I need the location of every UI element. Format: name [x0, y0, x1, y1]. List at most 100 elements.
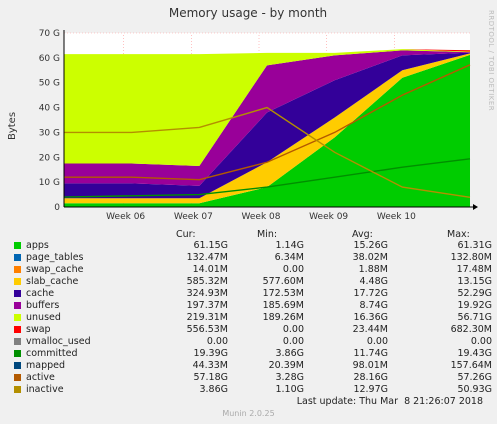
legend-cur: 57.18G: [193, 372, 228, 383]
legend-row-page_tables: page_tables 132.47M 6.34M 38.02M 132.80M: [14, 252, 494, 264]
area-swap: [64, 49, 470, 55]
last-update-label: Last update:: [296, 396, 357, 407]
legend-min: 3.28G: [275, 372, 304, 383]
line-active: [64, 64, 471, 181]
legend-max: 19.43G: [457, 348, 492, 359]
legend-avg: 38.02M: [352, 252, 388, 263]
legend-avg: 1.88M: [358, 264, 388, 275]
legend-name: slab_cache: [26, 276, 79, 287]
legend-min: 0.00: [282, 324, 304, 335]
legend-row-unused: unused 219.31M 189.26M 16.36G 56.71G: [14, 312, 494, 324]
y-tick-label: 70 G: [39, 29, 60, 39]
x-tick-label: Week 06: [106, 212, 145, 222]
legend-swatch: [14, 374, 21, 381]
legend-max: 19.92G: [457, 300, 492, 311]
legend-avg: 12.97G: [353, 384, 388, 395]
legend-min: 1.10G: [275, 384, 304, 395]
series-areas: [64, 49, 470, 208]
legend-cur: 219.31M: [186, 312, 228, 323]
legend-min: 1.14G: [275, 240, 304, 251]
legend-swatch: [14, 350, 21, 357]
legend-name: swap_cache: [26, 264, 84, 275]
legend-max: 57.26G: [457, 372, 492, 383]
legend-avg: 98.01M: [352, 360, 388, 371]
legend-min: 0.00: [282, 336, 304, 347]
area-slab_cache: [64, 53, 470, 204]
legend-min: 577.60M: [262, 276, 304, 287]
y-tick-labels: 0 10 G 20 G 30 G 40 G 50 G 60 G 70 G: [39, 29, 61, 213]
legend-cur: 44.33M: [192, 360, 228, 371]
legend-max: 13.15G: [457, 276, 492, 287]
header-min: Min:: [257, 229, 278, 240]
legend-min: 185.69M: [262, 300, 304, 311]
legend-avg: 17.72G: [353, 288, 388, 299]
legend-avg: 0.00: [366, 336, 388, 347]
y-tick-label: 60 G: [39, 54, 60, 64]
legend-min: 3.86G: [275, 348, 304, 359]
legend-swatch: [14, 278, 21, 285]
legend-min: 0.00: [282, 264, 304, 275]
legend-max: 50.93G: [457, 384, 492, 395]
y-axis-label: Bytes: [7, 112, 18, 140]
legend-avg: 28.16G: [353, 372, 388, 383]
header-avg: Avg:: [352, 229, 373, 240]
legend-row-vmalloc_used: vmalloc_used 0.00 0.00 0.00 0.00: [14, 336, 494, 348]
legend-cur: 556.53M: [186, 324, 228, 335]
legend-cur: 3.86G: [199, 384, 228, 395]
legend-avg: 15.26G: [353, 240, 388, 251]
legend-swatch: [14, 326, 21, 333]
y-tick-label: 20 G: [39, 153, 60, 163]
legend-row-inactive: inactive 3.86G 1.10G 12.97G 50.93G: [14, 384, 494, 396]
header-max: Max:: [447, 229, 470, 240]
x-tick-label: Week 09: [309, 212, 348, 222]
y-tick-label: 50 G: [39, 79, 60, 89]
legend-max: 17.48M: [456, 264, 492, 275]
legend-min: 6.34M: [274, 252, 304, 263]
area-unused: [64, 49, 470, 166]
legend-row-apps: apps 61.15G 1.14G 15.26G 61.31G: [14, 240, 494, 252]
legend-avg: 8.74G: [359, 300, 388, 311]
legend-max: 157.64M: [450, 360, 492, 371]
legend-row-mapped: mapped 44.33M 20.39M 98.01M 157.64M: [14, 360, 494, 372]
y-tick-label: 10 G: [39, 178, 60, 188]
legend-row-active: active 57.18G 3.28G 28.16G 57.26G: [14, 372, 494, 384]
y-tick-label: 0: [54, 203, 60, 213]
y-tick-label: 40 G: [39, 104, 60, 114]
x-tick-label: Week 10: [377, 212, 416, 222]
legend-cur: 132.47M: [186, 252, 228, 263]
legend-swatch: [14, 242, 21, 249]
legend-cur: 324.93M: [186, 288, 228, 299]
legend-swatch: [14, 290, 21, 297]
line-inactive: [64, 106, 471, 198]
legend-avg: 4.48G: [359, 276, 388, 287]
x-tick-label: Week 08: [242, 212, 281, 222]
side-credit: RRDTOOL / TOBI OETIKER: [487, 10, 495, 112]
legend-max: 682.30M: [450, 324, 492, 335]
legend-row-swap: swap 556.53M 0.00 23.44M 682.30M: [14, 324, 494, 336]
legend-cur: 19.39G: [193, 348, 228, 359]
x-tick-label: Week 07: [174, 212, 213, 222]
legend-name: unused: [26, 312, 61, 323]
legend-avg: 11.74G: [353, 348, 388, 359]
legend-cur: 585.32M: [186, 276, 228, 287]
x-axis-arrow: [473, 204, 478, 210]
legend-swatch: [14, 254, 21, 261]
last-update-value: Thu Mar 8 21:26:07 2018: [359, 396, 483, 407]
legend-name: page_tables: [26, 252, 84, 263]
series-lines: [63, 64, 471, 198]
legend-cur: 14.01M: [192, 264, 228, 275]
legend-max: 56.71G: [457, 312, 492, 323]
legend-name: swap: [26, 324, 51, 335]
legend-row-swap_cache: swap_cache 14.01M 0.00 1.88M 17.48M: [14, 264, 494, 276]
legend-name: active: [26, 372, 55, 383]
legend-max: 61.31G: [457, 240, 492, 251]
legend-cur: 61.15G: [193, 240, 228, 251]
legend-min: 189.26M: [262, 312, 304, 323]
legend-name: apps: [26, 240, 49, 251]
area-buffers: [64, 50, 470, 186]
legend-min: 20.39M: [268, 360, 304, 371]
y-tick-label: 30 G: [39, 128, 60, 138]
legend-min: 172.53M: [262, 288, 304, 299]
legend-swatch: [14, 386, 21, 393]
legend-name: buffers: [26, 300, 60, 311]
